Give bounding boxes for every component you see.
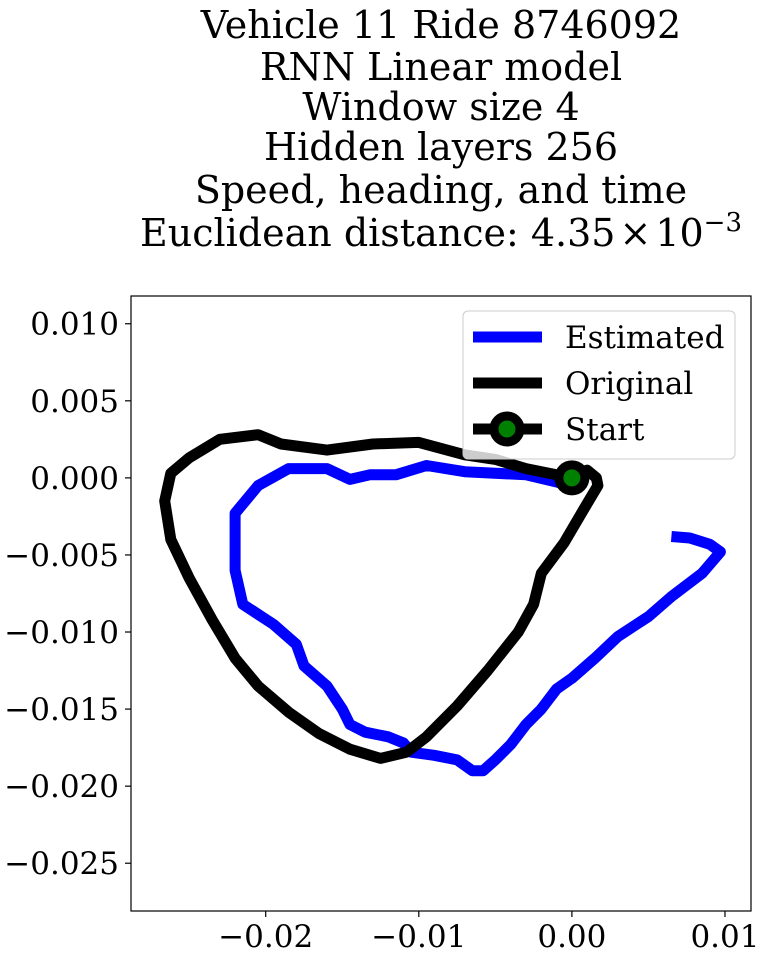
metric-exponent: −3 [704,208,742,238]
legend-label-start: Start [565,412,645,448]
title-line-5: Speed, heading, and time [195,168,687,212]
x-axis: −0.02 −0.01 0.00 0.01 [218,911,759,955]
y-tick-label: 0.010 [30,307,119,343]
x-tick-label: 0.01 [690,919,759,955]
legend-box [462,310,736,460]
x-tick-label: −0.01 [371,919,466,955]
x-tick-label: 0.00 [537,919,606,955]
metric-mantissa: 4.35 [531,211,616,255]
metric-label: Euclidean distance: [140,211,531,255]
title-line-2: RNN Linear model [260,45,622,89]
title-line-4: Hidden layers 256 [264,125,618,169]
title-line-3: Window size 4 [302,85,579,129]
plot-frame [130,295,752,912]
metric-times: × [619,211,651,255]
legend-marker-start [489,411,525,447]
y-tick-label: −0.010 [4,615,119,651]
y-tick-label: −0.025 [4,846,119,882]
title-line-6: Euclidean distance: 4.35 × 10−3 [140,208,742,255]
chart-title: Vehicle 11 Ride 8746092 RNN Linear model… [140,3,742,255]
y-tick-label: −0.020 [4,769,119,805]
legend-label-original: Original [565,366,693,402]
y-tick-label: −0.005 [4,538,119,574]
legend: Estimated Original Start [462,310,736,460]
plot-area [159,429,726,777]
series-line-original [159,429,604,764]
start-marker [554,460,590,496]
y-tick-label: 0.005 [30,384,119,420]
y-tick-label: 0.000 [30,461,119,497]
x-tick-label: −0.02 [218,919,313,955]
y-axis: 0.010 0.005 0.000 −0.005 −0.010 −0.015 −0.020 −… [4,307,131,882]
y-tick-label: −0.015 [4,692,119,728]
series-line-estimated [229,460,726,777]
legend-label-estimated: Estimated [565,320,724,356]
metric-base: 10 [655,211,703,255]
title-line-1: Vehicle 11 Ride 8746092 [200,3,681,47]
